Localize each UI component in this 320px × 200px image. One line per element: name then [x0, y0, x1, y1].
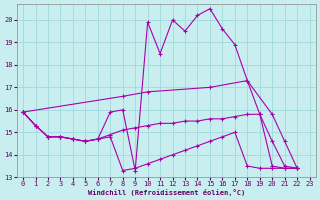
X-axis label: Windchill (Refroidissement éolien,°C): Windchill (Refroidissement éolien,°C)	[88, 189, 245, 196]
